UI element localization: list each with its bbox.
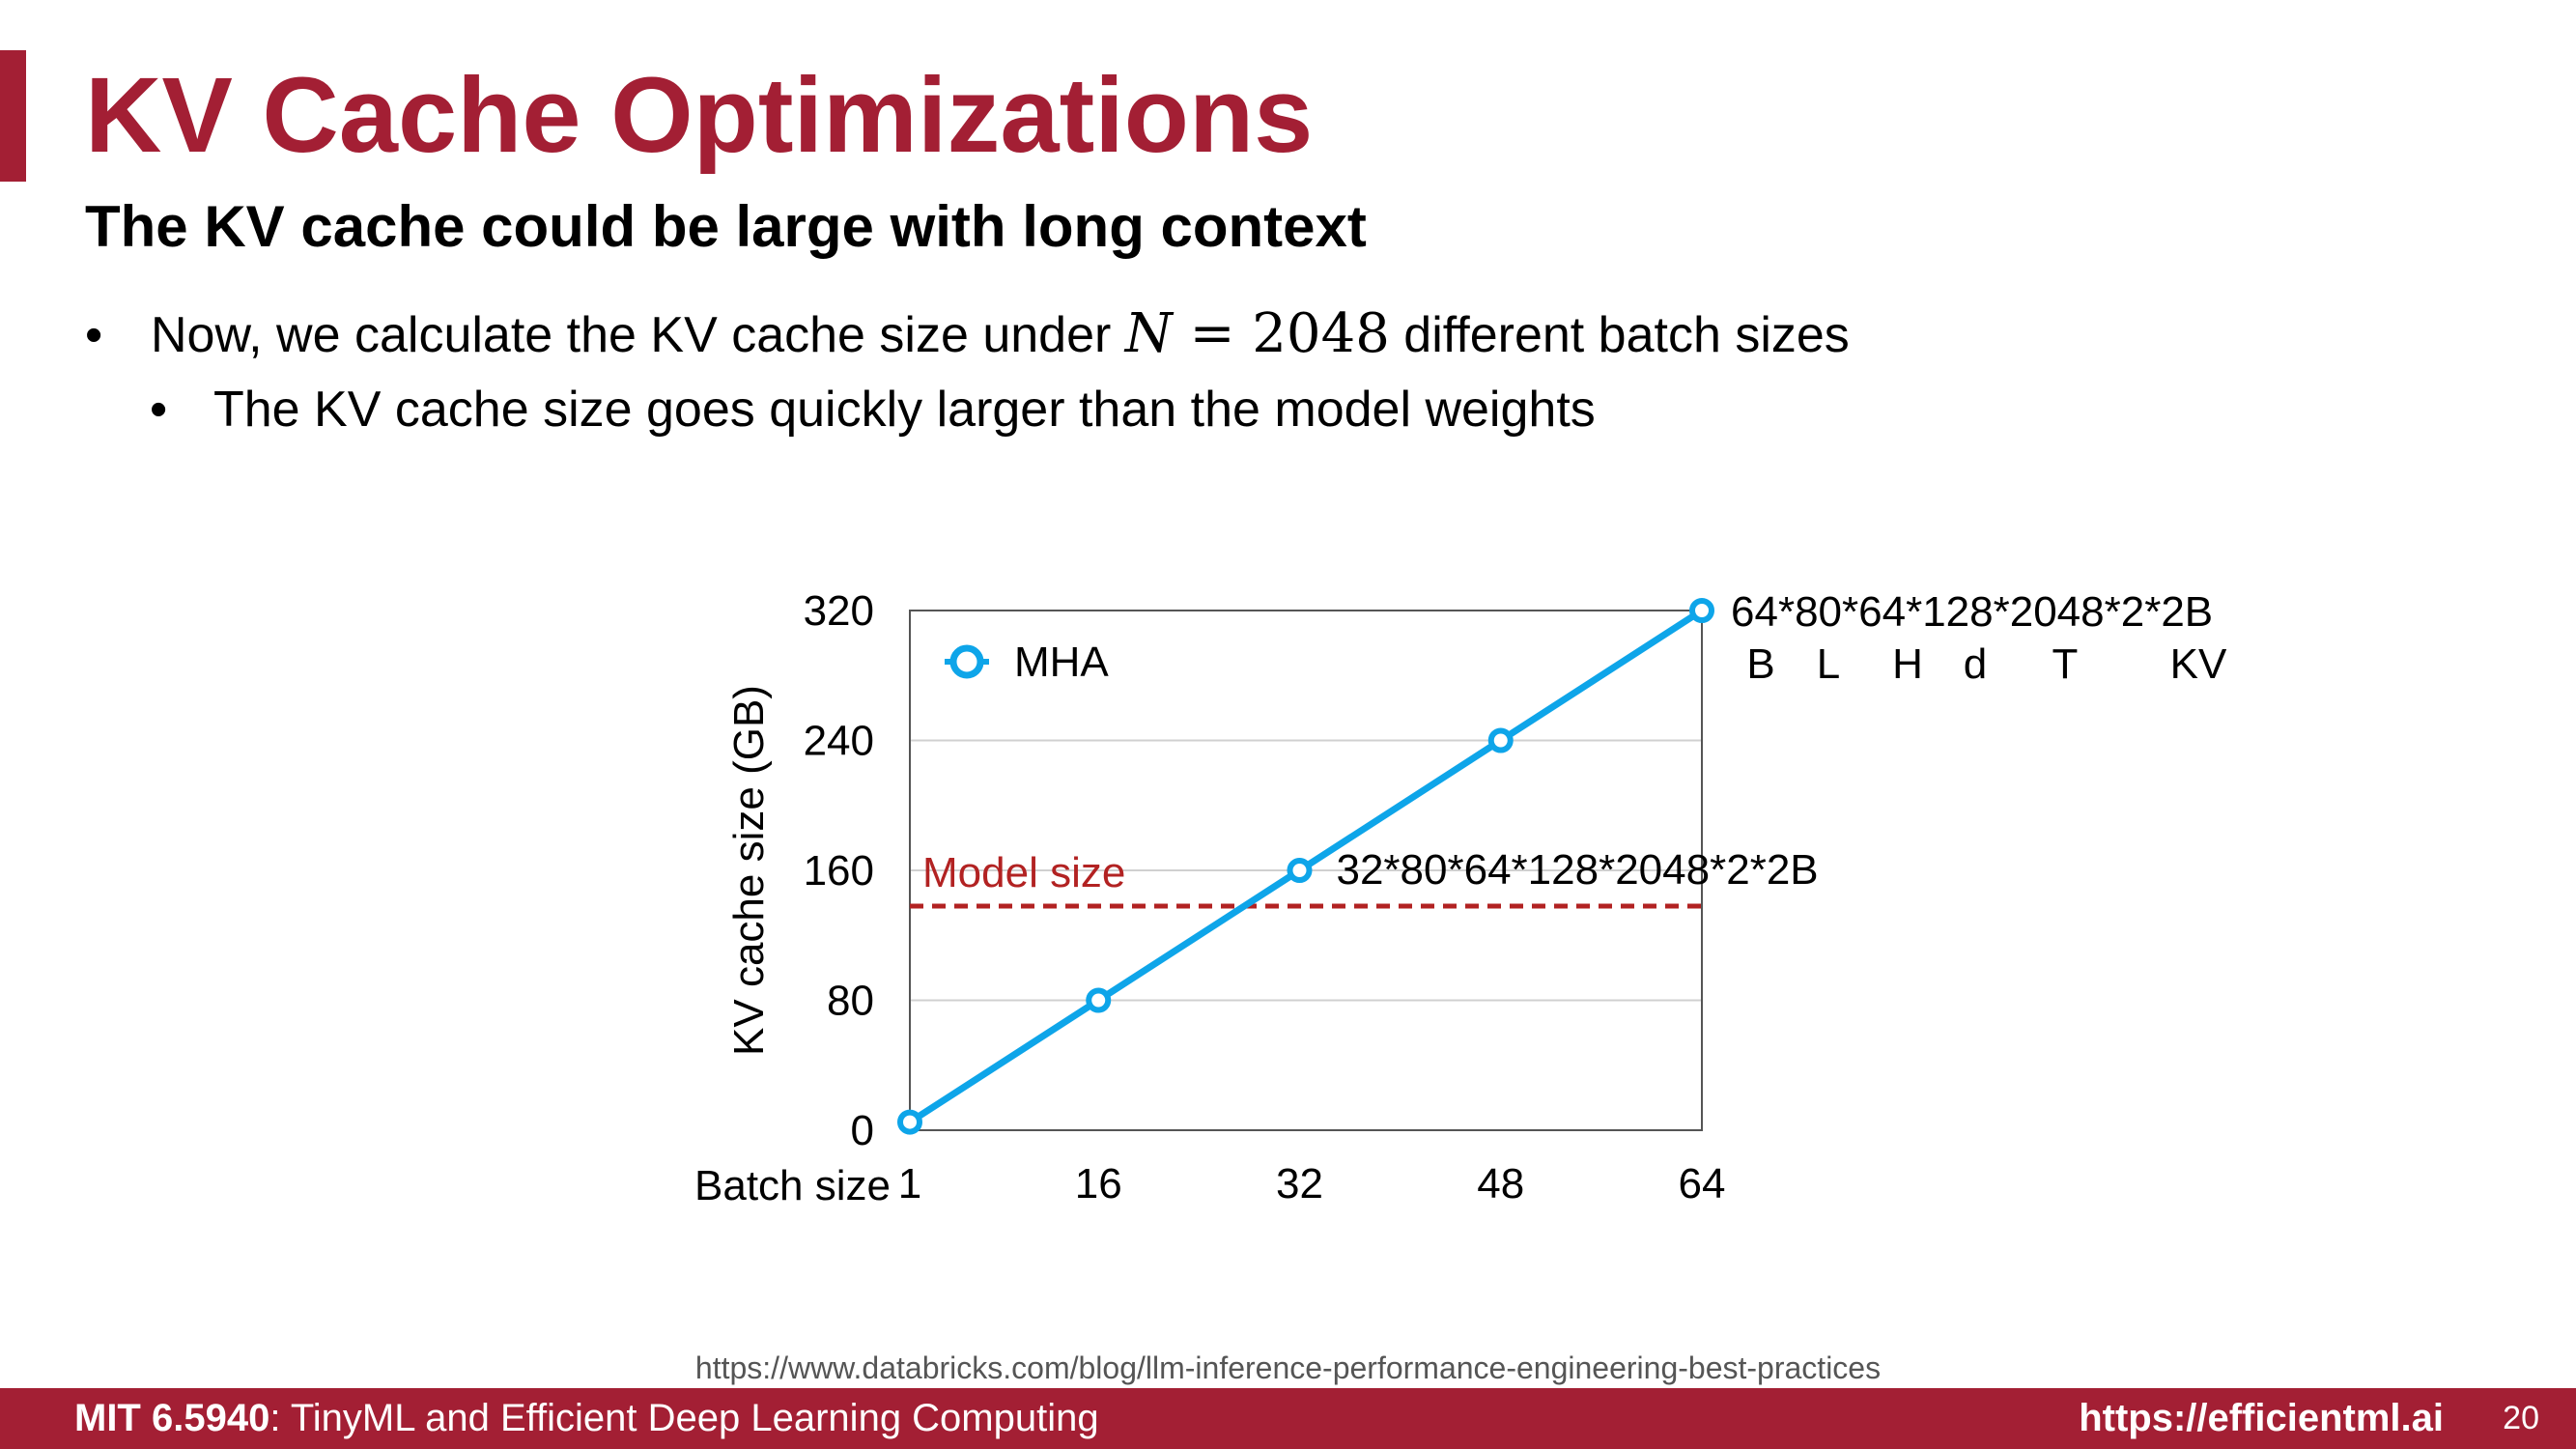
- dimension-label-b: B: [1746, 640, 1774, 688]
- data-point-1: [897, 1109, 922, 1135]
- footer-course: MIT 6.5940: TinyML and Efficient Deep Le…: [74, 1388, 1099, 1449]
- annotation-batch-32: 32*80*64*128*2048*2*2B: [1336, 846, 1818, 894]
- footer-course-code: MIT 6.5940: [74, 1397, 270, 1439]
- legend-label-mha: MHA: [1014, 639, 1109, 686]
- y-tick-80: 80: [827, 978, 874, 1025]
- footer-bar: MIT 6.5940: TinyML and Efficient Deep Le…: [0, 1388, 2576, 1449]
- x-tick-labels: 1 16 32 48 64: [898, 1160, 1726, 1208]
- footer-course-name: : TinyML and Efficient Deep Learning Com…: [269, 1397, 1099, 1439]
- x-tick-48: 48: [1477, 1160, 1524, 1208]
- legend-marker-mha: [949, 644, 984, 679]
- bullet-symbol: •: [85, 307, 103, 363]
- x-tick-16: 16: [1075, 1160, 1122, 1208]
- annotation-batch-64: 64*80*64*128*2048*2*2B: [1731, 588, 2213, 636]
- slide-title: KV Cache Optimizations: [85, 56, 1314, 175]
- bullet-symbol: •: [150, 382, 168, 438]
- y-tick-labels: 0 80 160 240 320: [804, 587, 874, 1154]
- bullet-2-text: The KV cache size goes quickly larger th…: [213, 382, 1596, 438]
- math-variable: N: [1124, 302, 1173, 365]
- math-value: = 2048: [1172, 302, 1390, 365]
- y-tick-240: 240: [804, 718, 874, 765]
- dimension-label-kv: KV: [2170, 640, 2227, 688]
- y-axis-label: KV cache size (GB): [725, 685, 773, 1056]
- title-accent-bar: [0, 50, 26, 182]
- data-point-16: [1086, 987, 1112, 1013]
- dimension-label-h: H: [1892, 640, 1923, 688]
- x-axis-label: Batch size: [694, 1162, 891, 1209]
- bullet-1: • Now, we calculate the KV cache size und…: [85, 299, 1850, 370]
- legend: MHA: [945, 639, 1109, 686]
- bullet-1-prefix: Now, we calculate the KV cache size unde…: [151, 307, 1125, 363]
- y-tick-320: 320: [804, 587, 874, 635]
- x-tick-1: 1: [898, 1160, 921, 1208]
- y-tick-0: 0: [851, 1107, 874, 1154]
- y-tick-160: 160: [804, 847, 874, 895]
- bullet-1-suffix: different batch sizes: [1389, 307, 1850, 363]
- plot-frame: [909, 610, 1703, 1131]
- dimension-label-t: T: [2052, 640, 2079, 688]
- dimension-label-l: L: [1817, 640, 1840, 688]
- x-tick-32: 32: [1276, 1160, 1323, 1208]
- data-point-32: [1287, 858, 1313, 883]
- slide-subtitle: The KV cache could be large with long co…: [85, 194, 1367, 259]
- dimension-label-d: d: [1964, 640, 1987, 688]
- series-group: [897, 598, 1714, 1135]
- data-point-64: [1689, 598, 1714, 623]
- bullet-2: • The KV cache size goes quickly larger t…: [150, 375, 1596, 444]
- page-number: 20: [2503, 1400, 2539, 1436]
- data-point-48: [1487, 727, 1514, 753]
- source-url[interactable]: https://www.databricks.com/blog/llm-infe…: [694, 1350, 1882, 1385]
- footer-url[interactable]: https://efficientml.ai: [2079, 1397, 2444, 1439]
- x-tick-64: 64: [1679, 1160, 1726, 1208]
- model-size-label: Model size: [922, 849, 1125, 896]
- bullet-1-math: N = 2048: [1125, 302, 1390, 365]
